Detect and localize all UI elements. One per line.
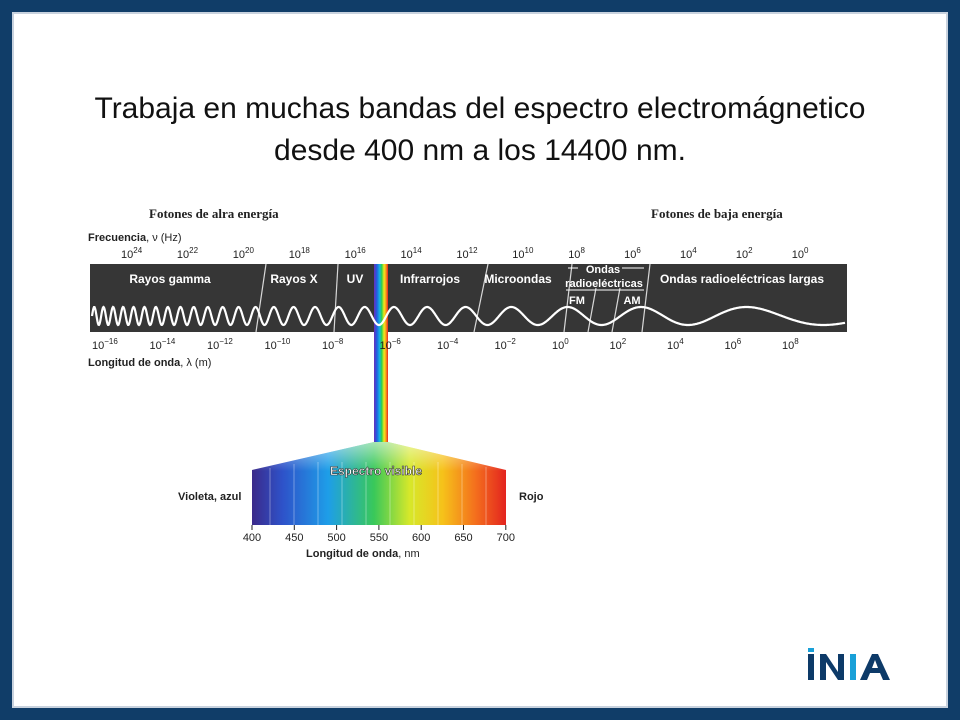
- wave-line: [90, 305, 846, 327]
- slide-title: Trabaja en muchas bandas del espectro el…: [40, 88, 920, 172]
- wavelength-tick-6: 10−4: [437, 337, 459, 352]
- wavelength-tick-4: 10−8: [322, 337, 344, 352]
- title-line-2: desde 400 nm a los 14400 nm.: [274, 134, 686, 167]
- band-am: AM: [623, 295, 640, 307]
- wavelength-label: Longitud de onda: [88, 357, 181, 369]
- frequency-axis-label: Frecuencia, ν (Hz): [88, 232, 182, 244]
- frequency-tick-2: 1020: [233, 246, 255, 261]
- wavelength-tick-7: 10−2: [495, 337, 517, 352]
- nm-axis-label: Longitud de onda, nm: [306, 548, 420, 560]
- wavelength-tick-2: 10−12: [207, 337, 233, 352]
- frequency-tick-11: 102: [736, 246, 753, 261]
- fan-stripes: [269, 462, 487, 525]
- low-energy-label: Fotones de baja energía: [651, 206, 783, 221]
- band-gamma: Rayos gamma: [129, 272, 211, 286]
- band-xray: Rayos X: [270, 272, 317, 286]
- wavelength-tick-3: 10−10: [265, 337, 291, 352]
- inia-logo: [808, 648, 890, 680]
- frequency-tick-1: 1022: [177, 246, 199, 261]
- spectrum-band: [90, 264, 847, 332]
- nm-axis-label-text: Longitud de onda: [306, 548, 399, 560]
- band-separators: [255, 263, 651, 333]
- wavelength-tick-0: 10−16: [92, 337, 118, 352]
- wavelength-ticks: 10−16 10−14 10−12 10−10 10−8 10−6 10−4 10−2 100 1…: [92, 337, 799, 352]
- wavelength-tick-1: 10−14: [150, 337, 176, 352]
- nm-tick-label-1: 450: [285, 532, 303, 544]
- frequency-tick-5: 1014: [401, 246, 423, 261]
- wavelength-tick-5: 10−6: [380, 337, 402, 352]
- wavelength-symbol: , λ (m): [180, 357, 211, 369]
- frequency-tick-0: 1024: [121, 246, 143, 261]
- nm-tick-label-5: 650: [454, 532, 472, 544]
- frequency-tick-9: 106: [624, 246, 641, 261]
- band-uv: UV: [347, 272, 364, 286]
- high-energy-label: Fotones de alra energía: [149, 206, 279, 221]
- radio-bracket: [566, 267, 644, 291]
- frequency-symbol: , ν (Hz): [146, 232, 181, 244]
- slide-inner-border: [12, 12, 948, 708]
- visible-band-strip: [374, 264, 388, 444]
- wavelength-axis-label: Longitud de onda, λ (m): [88, 357, 211, 369]
- band-fm: FM: [569, 295, 585, 307]
- band-radio-line1: Ondas: [586, 264, 620, 276]
- nm-tick-label-4: 600: [412, 532, 430, 544]
- title-line-1: Trabaja en muchas bandas del espectro el…: [94, 92, 866, 125]
- band-infrared: Infrarrojos: [400, 272, 460, 286]
- wavelength-tick-9: 102: [610, 337, 627, 352]
- frequency-tick-6: 1012: [456, 246, 478, 261]
- nm-tick-label-6: 700: [497, 532, 515, 544]
- nm-tick-label-2: 500: [327, 532, 345, 544]
- band-microwave: Microondas: [484, 272, 552, 286]
- wavelength-tick-8: 100: [552, 337, 569, 352]
- frequency-label: Frecuencia: [88, 232, 147, 244]
- frequency-ticks: 1024 1022 1020 1018 1016 1014 1012 1010 108 106 10…: [121, 246, 809, 261]
- frequency-tick-3: 1018: [289, 246, 311, 261]
- wavelength-tick-10: 104: [667, 337, 684, 352]
- nm-unit: , nm: [398, 548, 419, 560]
- frequency-tick-4: 1016: [345, 246, 367, 261]
- nm-tick-label-0: 400: [243, 532, 261, 544]
- frequency-tick-8: 108: [568, 246, 585, 261]
- nm-ticks: 400 450 500 550 600 650 700: [243, 525, 515, 544]
- violet-label: Violeta, azul: [178, 491, 241, 503]
- wavelength-tick-11: 106: [725, 337, 742, 352]
- band-radio-line2: radioeléctricas: [565, 278, 643, 290]
- frequency-tick-12: 100: [792, 246, 809, 261]
- band-longwave: Ondas radioeléctricas largas: [660, 272, 824, 286]
- red-label: Rojo: [519, 491, 544, 503]
- frequency-tick-10: 104: [680, 246, 697, 261]
- frequency-tick-7: 1010: [512, 246, 534, 261]
- visible-spectrum-title: Espectro visible: [330, 464, 422, 478]
- wavelength-tick-12: 108: [782, 337, 799, 352]
- nm-tick-label-3: 550: [370, 532, 388, 544]
